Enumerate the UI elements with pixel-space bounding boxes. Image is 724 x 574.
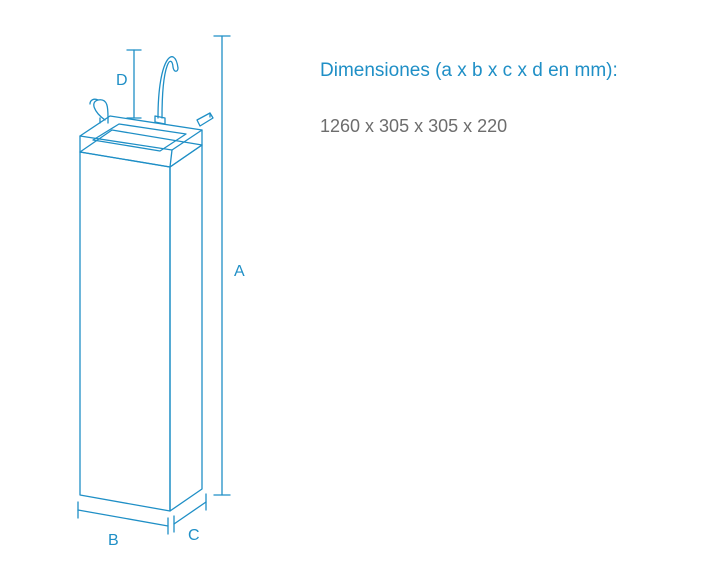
dimension-drawing: A B C D [0, 0, 310, 569]
page-container: A B C D Dimensiones (a x b x c x d en mm… [0, 0, 724, 569]
dimensions-values: 1260 x 305 x 305 x 220 [320, 116, 724, 137]
text-panel: Dimensiones (a x b x c x d en mm): 1260 … [310, 0, 724, 569]
diagram-panel: A B C D [0, 0, 310, 569]
dimensions-title: Dimensiones (a x b x c x d en mm): [320, 60, 724, 82]
dim-label-d: D [116, 72, 128, 89]
dim-label-b: B [108, 532, 119, 549]
dim-label-c: C [188, 527, 200, 544]
dim-label-a: A [234, 263, 245, 280]
